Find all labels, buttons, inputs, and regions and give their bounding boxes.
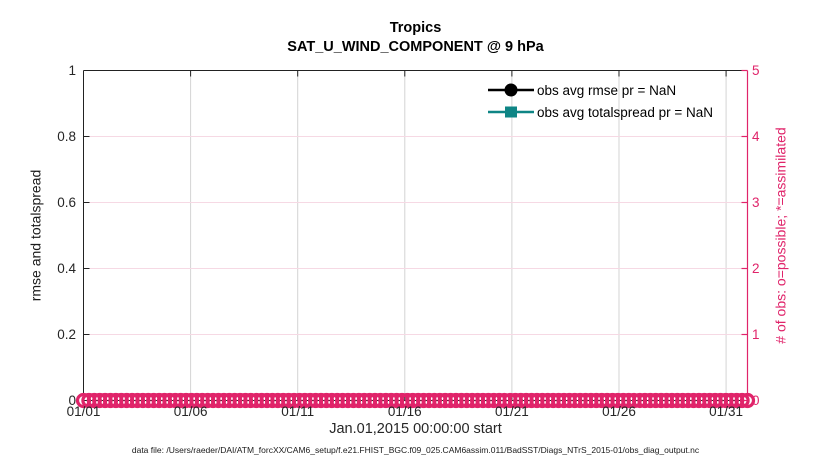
y-right-tick-label: 0 <box>752 392 760 408</box>
legend: obs avg rmse pr = NaN obs avg totalsprea… <box>488 79 713 123</box>
y-right-tick-label: 2 <box>752 260 760 276</box>
legend-marker-shape <box>504 83 518 97</box>
totalspread-marker-icon <box>488 103 534 121</box>
x-tick-label: 01/11 <box>281 404 315 419</box>
y-left-tick-label: 0.2 <box>57 326 76 342</box>
x-tick-label: 01/01 <box>66 404 101 419</box>
legend-item-rmse: obs avg rmse pr = NaN <box>488 79 713 101</box>
y-right-tick-label: 1 <box>752 326 760 342</box>
data-file-path: data file: /Users/raeder/DAI/ATM_forcXX/… <box>131 445 700 455</box>
x-tick-label: 01/31 <box>709 404 743 419</box>
legend-marker-svg <box>488 83 534 97</box>
y-right-tick-label: 5 <box>752 62 760 78</box>
y-left-tick-label: 1 <box>68 62 76 78</box>
y-right-tick-label: 3 <box>752 194 760 210</box>
obs-count-marker <box>739 392 756 409</box>
obs-count-marker <box>734 392 750 409</box>
y-axis-label-right: # of obs: o=possible; *=assimilated <box>772 127 789 344</box>
y-left-tick-label: 0.8 <box>57 128 76 144</box>
legend-marker-svg <box>488 106 534 118</box>
legend-label-totalspread: obs avg totalspread pr = NaN <box>537 104 713 120</box>
chart-subtitle: SAT_U_WIND_COMPONENT @ 9 hPa <box>287 39 544 55</box>
x-tick-label: 01/21 <box>494 404 529 419</box>
legend-item-totalspread: obs avg totalspread pr = NaN <box>488 101 713 123</box>
x-tick-label: 01/26 <box>602 404 636 419</box>
chart-title: Tropics <box>389 20 442 36</box>
legend-marker-shape <box>505 106 517 118</box>
x-tick-label: 01/16 <box>387 404 422 419</box>
x-axis-label: Jan.01,2015 00:00:00 start <box>329 421 502 437</box>
y-left-tick-label: 0 <box>68 392 76 408</box>
y-axis-label-left: rmse and totalspread <box>27 169 44 302</box>
rmse-marker-icon <box>488 81 534 99</box>
x-tick-label: 01/06 <box>173 404 208 419</box>
legend-label-rmse: obs avg rmse pr = NaN <box>537 82 677 98</box>
y-right-tick-label: 4 <box>752 128 760 144</box>
y-left-tick-label: 0.4 <box>57 260 76 276</box>
y-left-tick-label: 0.6 <box>57 194 76 210</box>
